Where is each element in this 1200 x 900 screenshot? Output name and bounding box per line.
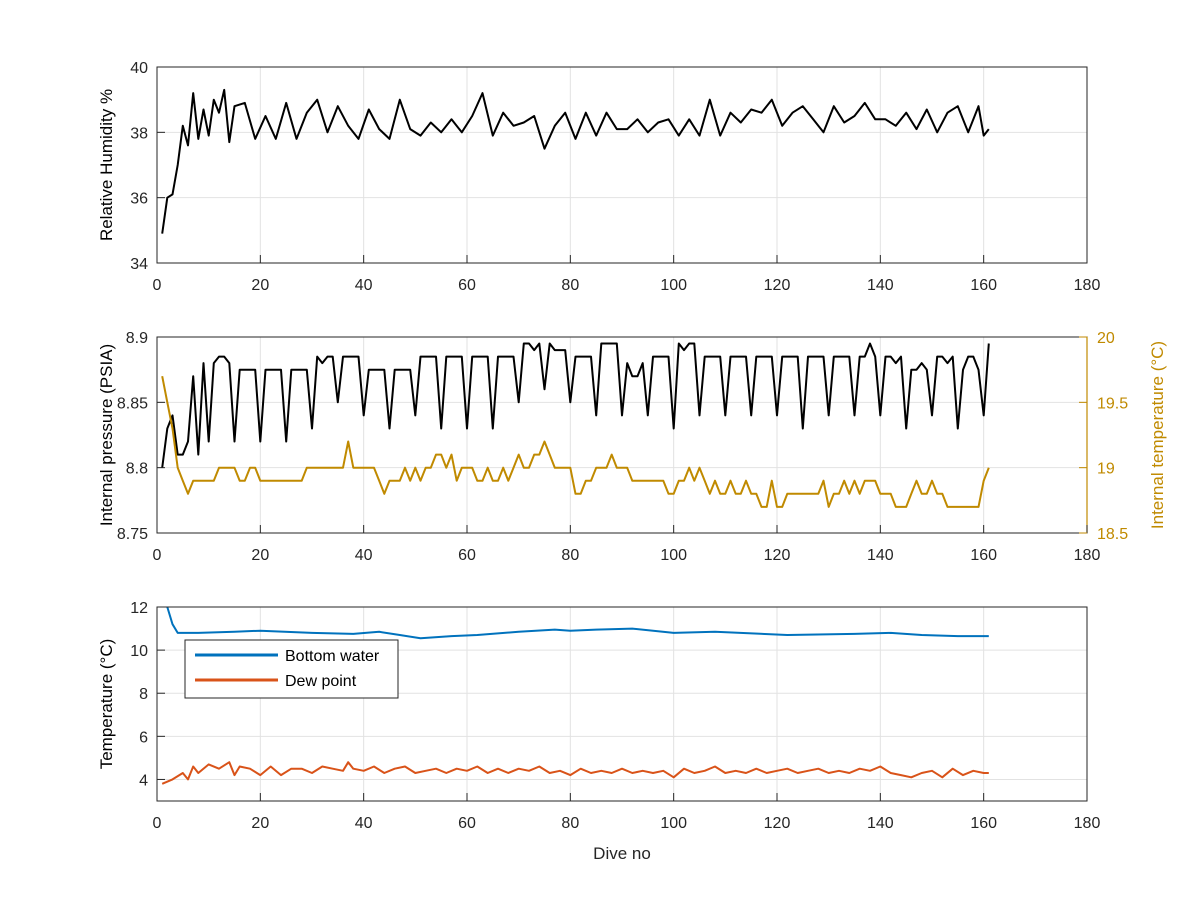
plot-area-2 — [157, 337, 1087, 533]
x-tick-label: 100 — [660, 277, 687, 294]
y-tick-label-right: 19.5 — [1097, 395, 1128, 412]
plot-area-1 — [157, 67, 1087, 263]
x-tick-label: 60 — [458, 815, 476, 832]
y-axis-label-right: Internal temperature (°C) — [1148, 341, 1167, 529]
x-tick-label: 160 — [970, 815, 997, 832]
x-axis-label: Dive no — [593, 844, 651, 863]
x-tick-label: 20 — [251, 277, 269, 294]
x-tick-label: 120 — [764, 547, 791, 564]
axes-box — [156, 66, 1088, 264]
y-tick-label: 38 — [130, 125, 148, 142]
x-tick-label: 60 — [458, 547, 476, 564]
x-tick-label: 40 — [355, 815, 373, 832]
series-line-2-1 — [161, 342, 990, 468]
y-tick-label: 8.75 — [117, 526, 148, 543]
y-tick-label: 10 — [130, 643, 148, 660]
legend-label: Dew point — [285, 673, 357, 690]
y-tick-label: 40 — [130, 60, 148, 77]
x-tick-label: 20 — [251, 547, 269, 564]
x-tick-label: 40 — [355, 277, 373, 294]
y-tick-label-right: 20 — [1097, 330, 1115, 347]
x-tick-label: 0 — [153, 277, 162, 294]
y-tick-label: 8.85 — [117, 395, 148, 412]
x-tick-label: 40 — [355, 547, 373, 564]
y-tick-label: 8 — [139, 686, 148, 703]
x-tick-label: 180 — [1074, 547, 1101, 564]
x-tick-label: 100 — [660, 815, 687, 832]
series-line-2-2 — [161, 376, 990, 508]
y-tick-label-right: 19 — [1097, 461, 1115, 478]
y-axis-label: Internal pressure (PSIA) — [97, 344, 116, 526]
x-tick-label: 80 — [561, 815, 579, 832]
x-tick-label: 140 — [867, 815, 894, 832]
y-tick-label: 12 — [130, 600, 148, 617]
x-tick-label: 120 — [764, 815, 791, 832]
y-tick-label: 6 — [139, 729, 148, 746]
legend-box — [184, 639, 399, 699]
legend-label: Bottom water — [285, 648, 380, 665]
x-tick-label: 160 — [970, 547, 997, 564]
x-tick-label: 120 — [764, 277, 791, 294]
y-tick-label-right: 18.5 — [1097, 526, 1128, 543]
y-axis-label: Temperature (°C) — [97, 639, 116, 770]
y-tick-label: 36 — [130, 191, 148, 208]
x-tick-label: 140 — [867, 277, 894, 294]
x-tick-label: 100 — [660, 547, 687, 564]
x-tick-label: 180 — [1074, 277, 1101, 294]
x-tick-label: 0 — [153, 547, 162, 564]
x-tick-label: 140 — [867, 547, 894, 564]
y-tick-label: 34 — [130, 256, 148, 273]
x-tick-label: 160 — [970, 277, 997, 294]
x-tick-label: 60 — [458, 277, 476, 294]
y-axis-label: Relative Humidity % — [97, 89, 116, 241]
series-line-bottom-water — [166, 606, 989, 640]
x-tick-label: 80 — [561, 547, 579, 564]
x-tick-label: 80 — [561, 277, 579, 294]
x-tick-label: 20 — [251, 815, 269, 832]
y-tick-label: 8.8 — [126, 461, 148, 478]
y-tick-label: 8.9 — [126, 330, 148, 347]
series-line-1-1 — [161, 88, 990, 234]
x-tick-label: 0 — [153, 815, 162, 832]
x-tick-label: 180 — [1074, 815, 1101, 832]
axes-box — [156, 606, 1088, 802]
series-line-dew-point — [161, 761, 989, 785]
y-tick-label: 4 — [139, 772, 148, 789]
